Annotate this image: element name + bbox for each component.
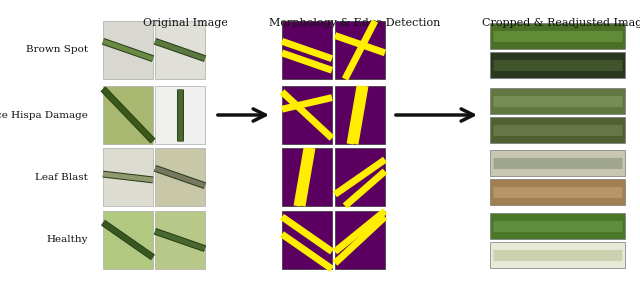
Bar [490, 117, 625, 142]
Bar [103, 148, 153, 206]
Bar [155, 148, 205, 206]
Bar [282, 21, 332, 79]
Bar [490, 52, 625, 77]
Bar [282, 86, 332, 144]
Bar [490, 88, 625, 113]
Text: Cropped & Readjusted Image: Cropped & Readjusted Image [482, 18, 640, 28]
Bar [103, 211, 153, 269]
Bar [155, 211, 205, 269]
Bar [103, 86, 153, 144]
Text: Healthy: Healthy [47, 235, 88, 244]
Bar [282, 211, 332, 269]
Bar [335, 211, 385, 269]
Text: Rice Hispa Damage: Rice Hispa Damage [0, 110, 88, 119]
Bar [103, 21, 153, 79]
Text: Original Image: Original Image [143, 18, 227, 28]
Bar [335, 21, 385, 79]
Bar [155, 86, 205, 144]
Bar [490, 150, 625, 175]
Bar [335, 148, 385, 206]
Bar [490, 242, 625, 267]
Text: Morphology & Edge Detection: Morphology & Edge Detection [269, 18, 441, 28]
Text: Leaf Blast: Leaf Blast [35, 173, 88, 182]
Bar [490, 23, 625, 48]
Text: Brown Spot: Brown Spot [26, 46, 88, 55]
Bar [282, 148, 332, 206]
Bar [490, 213, 625, 238]
Bar [155, 21, 205, 79]
Bar [490, 179, 625, 204]
Bar [335, 86, 385, 144]
